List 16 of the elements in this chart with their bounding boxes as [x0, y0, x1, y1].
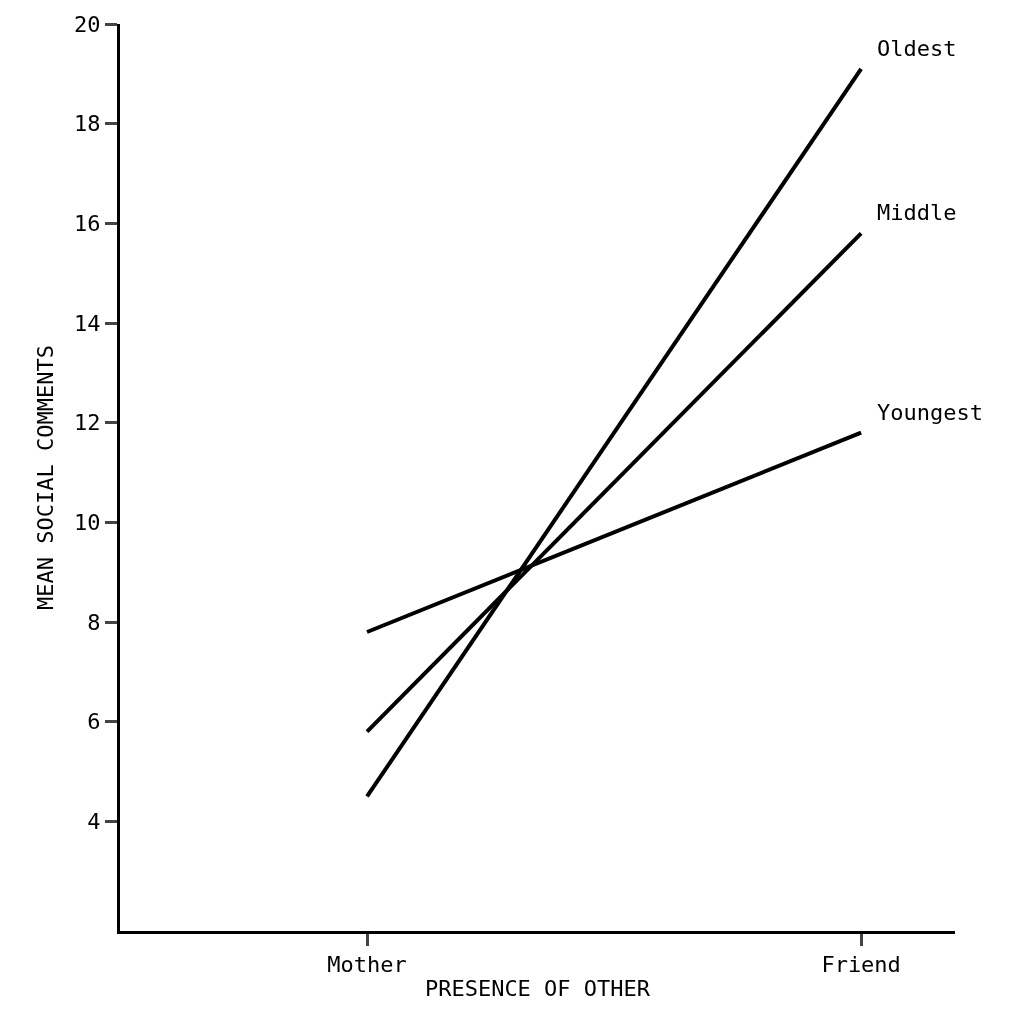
y-tick-label: 6 [87, 709, 101, 735]
y-tick-label: 10 [74, 510, 101, 536]
y-tick-label: 20 [74, 11, 101, 37]
x-axis-title: PRESENCE OF OTHER [424, 976, 651, 1002]
series-label: Oldest [877, 36, 957, 61]
series-label: Youngest [877, 400, 983, 425]
y-tick-label: 12 [74, 410, 101, 436]
series-label: Middle [877, 200, 957, 225]
y-tick-label: 4 [87, 809, 101, 835]
y-axis-title: MEAN SOCIAL COMMENTS [32, 345, 58, 610]
y-tick-label: 18 [74, 111, 101, 137]
x-tick-label: Mother [327, 952, 407, 978]
y-tick-label: 14 [74, 310, 101, 336]
x-tick-label: Friend [821, 952, 901, 978]
y-tick-label: 8 [87, 609, 101, 635]
y-tick-label: 16 [74, 211, 101, 237]
